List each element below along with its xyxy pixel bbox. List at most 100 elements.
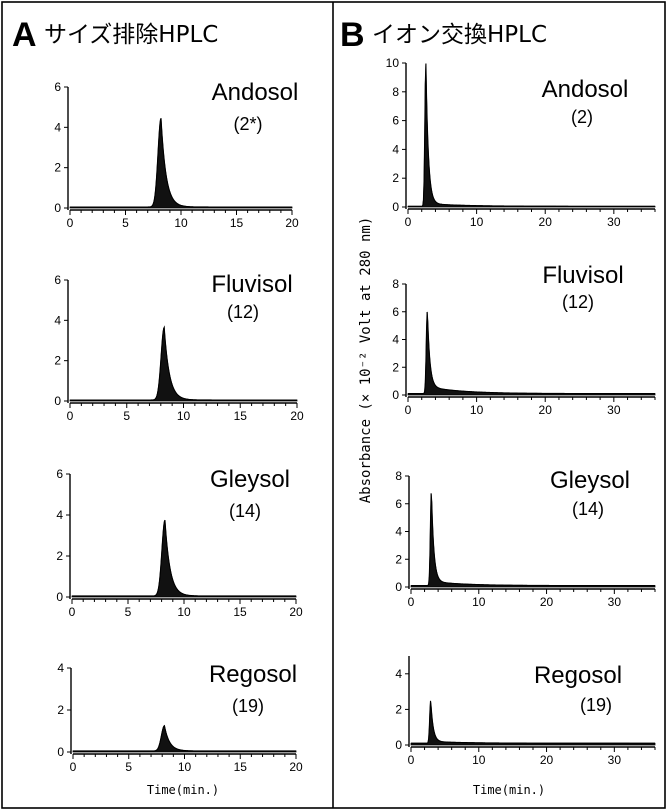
plot-a-regosol: 0 5 10 15 20 0 2 4 Regosol (19) <box>57 661 303 774</box>
x-tick-label-a-fluvisol: 10 <box>177 409 191 423</box>
y-tick-label-a-andosol: 2 <box>54 161 61 175</box>
soil-name-a-gleysol: Gleysol <box>210 466 290 493</box>
x-tick-label-a-andosol: 0 <box>67 216 74 230</box>
trace-line-a-gleysol <box>72 519 296 597</box>
x-tick-label-b-gleysol: 20 <box>540 595 554 609</box>
plot-b-fluvisol: 0 10 20 30 0 2 4 6 8 Fluvisol (12) <box>392 262 656 417</box>
x-tick-label-b-andosol: 10 <box>470 215 484 229</box>
panel-b-letter: B <box>340 16 365 54</box>
y-tick-label-b-fluvisol: 4 <box>392 333 399 347</box>
x-tick-label-a-gleysol: 0 <box>69 605 76 619</box>
y-tick-label-a-fluvisol: 6 <box>54 273 61 287</box>
x-tick-label-b-andosol: 30 <box>607 215 621 229</box>
trace-line-b-andosol <box>408 63 655 207</box>
x-tick-label-a-andosol: 20 <box>285 216 299 230</box>
y-tick-label-a-fluvisol: 4 <box>54 313 61 327</box>
soil-number-b-regosol: (19) <box>580 695 612 715</box>
x-axis-label-b: Time(min.) <box>473 783 545 797</box>
x-tick-label-b-regosol: 0 <box>408 753 415 767</box>
y-tick-label-a-regosol: 4 <box>57 661 64 675</box>
y-tick-label-b-andosol: 6 <box>392 114 399 128</box>
plot-a-gleysol: 0 5 10 15 20 0 2 4 6 Gleysol (14) <box>56 466 303 619</box>
x-tick-label-a-regosol: 20 <box>289 760 303 774</box>
y-tick-label-a-andosol: 6 <box>54 80 61 94</box>
y-axis-label: Absorbance (× 10⁻² Volt at 280 nm) <box>358 217 374 504</box>
y-tick-label-b-regosol: 4 <box>395 667 402 681</box>
soil-number-a-fluvisol: (12) <box>227 302 259 322</box>
x-tick-label-a-andosol: 5 <box>122 216 129 230</box>
soil-name-a-andosol: Andosol <box>212 79 299 106</box>
x-tick-label-a-regosol: 15 <box>234 760 248 774</box>
plot-b-andosol: 0 10 20 30 0 2 4 6 8 10 Andosol (2) <box>386 56 656 229</box>
x-tick-label-b-andosol: 0 <box>405 215 412 229</box>
soil-name-a-regosol: Regosol <box>209 661 297 688</box>
soil-number-b-andosol: (2) <box>571 107 593 127</box>
y-tick-label-a-andosol: 4 <box>54 120 61 134</box>
peak-area-b-fluvisol <box>407 311 656 396</box>
y-tick-label-a-regosol: 2 <box>57 703 64 717</box>
y-tick-label-b-andosol: 10 <box>386 56 400 70</box>
y-tick-label-b-andosol: 2 <box>392 171 399 185</box>
x-tick-label-b-fluvisol: 30 <box>607 403 621 417</box>
trace-line-a-andosol <box>70 118 292 208</box>
y-tick-label-a-fluvisol: 0 <box>54 394 61 408</box>
y-tick-label-a-regosol: 0 <box>57 745 64 759</box>
y-tick-label-a-andosol: 0 <box>54 201 61 215</box>
x-tick-label-a-gleysol: 20 <box>289 605 303 619</box>
trace-line-b-fluvisol <box>408 311 655 395</box>
y-tick-label-a-gleysol: 2 <box>56 549 63 563</box>
x-tick-label-a-fluvisol: 5 <box>123 409 130 423</box>
x-tick-label-b-regosol: 10 <box>472 753 486 767</box>
soil-name-b-fluvisol: Fluvisol <box>542 262 623 289</box>
plot-a-fluvisol: 0 5 10 15 20 0 2 4 6 Fluvisol (12) <box>54 271 304 423</box>
soil-name-a-fluvisol: Fluvisol <box>211 271 292 298</box>
trace-line-b-gleysol <box>411 493 655 587</box>
y-tick-label-b-andosol: 0 <box>392 200 399 214</box>
soil-name-b-regosol: Regosol <box>534 662 622 689</box>
x-tick-label-a-fluvisol: 20 <box>290 409 304 423</box>
soil-number-a-gleysol: (14) <box>229 501 261 521</box>
x-tick-label-a-regosol: 5 <box>125 760 132 774</box>
peak-area-b-regosol <box>410 700 656 746</box>
soil-number-a-andosol: (2*) <box>233 114 262 134</box>
panel-a-letter: A <box>12 16 37 54</box>
x-tick-label-b-fluvisol: 20 <box>539 403 553 417</box>
x-tick-label-b-regosol: 20 <box>540 753 554 767</box>
x-tick-label-a-andosol: 15 <box>230 216 244 230</box>
y-tick-label-b-regosol: 0 <box>395 738 402 752</box>
y-tick-label-b-gleysol: 4 <box>395 525 402 539</box>
peak-area-b-gleysol <box>410 493 656 588</box>
trace-line-b-regosol <box>411 700 655 744</box>
soil-name-b-gleysol: Gleysol <box>550 467 630 494</box>
y-tick-label-b-andosol: 4 <box>392 142 399 156</box>
x-tick-label-b-andosol: 20 <box>539 215 553 229</box>
y-tick-label-a-fluvisol: 2 <box>54 354 61 368</box>
plot-a-andosol: 0 5 10 15 20 0 2 4 6 Andosol (2*) <box>54 79 299 230</box>
trace-line-a-regosol <box>73 724 296 752</box>
y-tick-label-b-regosol: 2 <box>395 702 402 716</box>
panel-b-title: イオン交換HPLC <box>372 22 547 48</box>
y-tick-label-b-fluvisol: 8 <box>392 277 399 291</box>
y-tick-label-b-andosol: 8 <box>392 85 399 99</box>
soil-number-a-regosol: (19) <box>232 696 264 716</box>
y-tick-label-b-fluvisol: 6 <box>392 305 399 319</box>
x-tick-label-b-gleysol: 0 <box>408 595 415 609</box>
peak-area-a-gleysol <box>71 519 297 598</box>
soil-name-b-andosol: Andosol <box>542 76 629 103</box>
y-tick-label-b-fluvisol: 2 <box>392 360 399 374</box>
x-tick-label-a-gleysol: 15 <box>233 605 247 619</box>
y-tick-label-b-gleysol: 0 <box>395 580 402 594</box>
y-tick-label-b-gleysol: 2 <box>395 552 402 566</box>
x-axis-label-a: Time(min.) <box>147 783 219 797</box>
y-tick-label-b-gleysol: 6 <box>395 497 402 511</box>
x-tick-label-a-fluvisol: 15 <box>234 409 248 423</box>
x-tick-label-a-fluvisol: 0 <box>67 409 74 423</box>
x-tick-label-b-fluvisol: 10 <box>470 403 484 417</box>
y-tick-label-b-gleysol: 8 <box>395 469 402 483</box>
trace-line-a-fluvisol <box>70 325 297 401</box>
soil-number-b-gleysol: (14) <box>572 499 604 519</box>
y-tick-label-a-gleysol: 0 <box>56 590 63 604</box>
